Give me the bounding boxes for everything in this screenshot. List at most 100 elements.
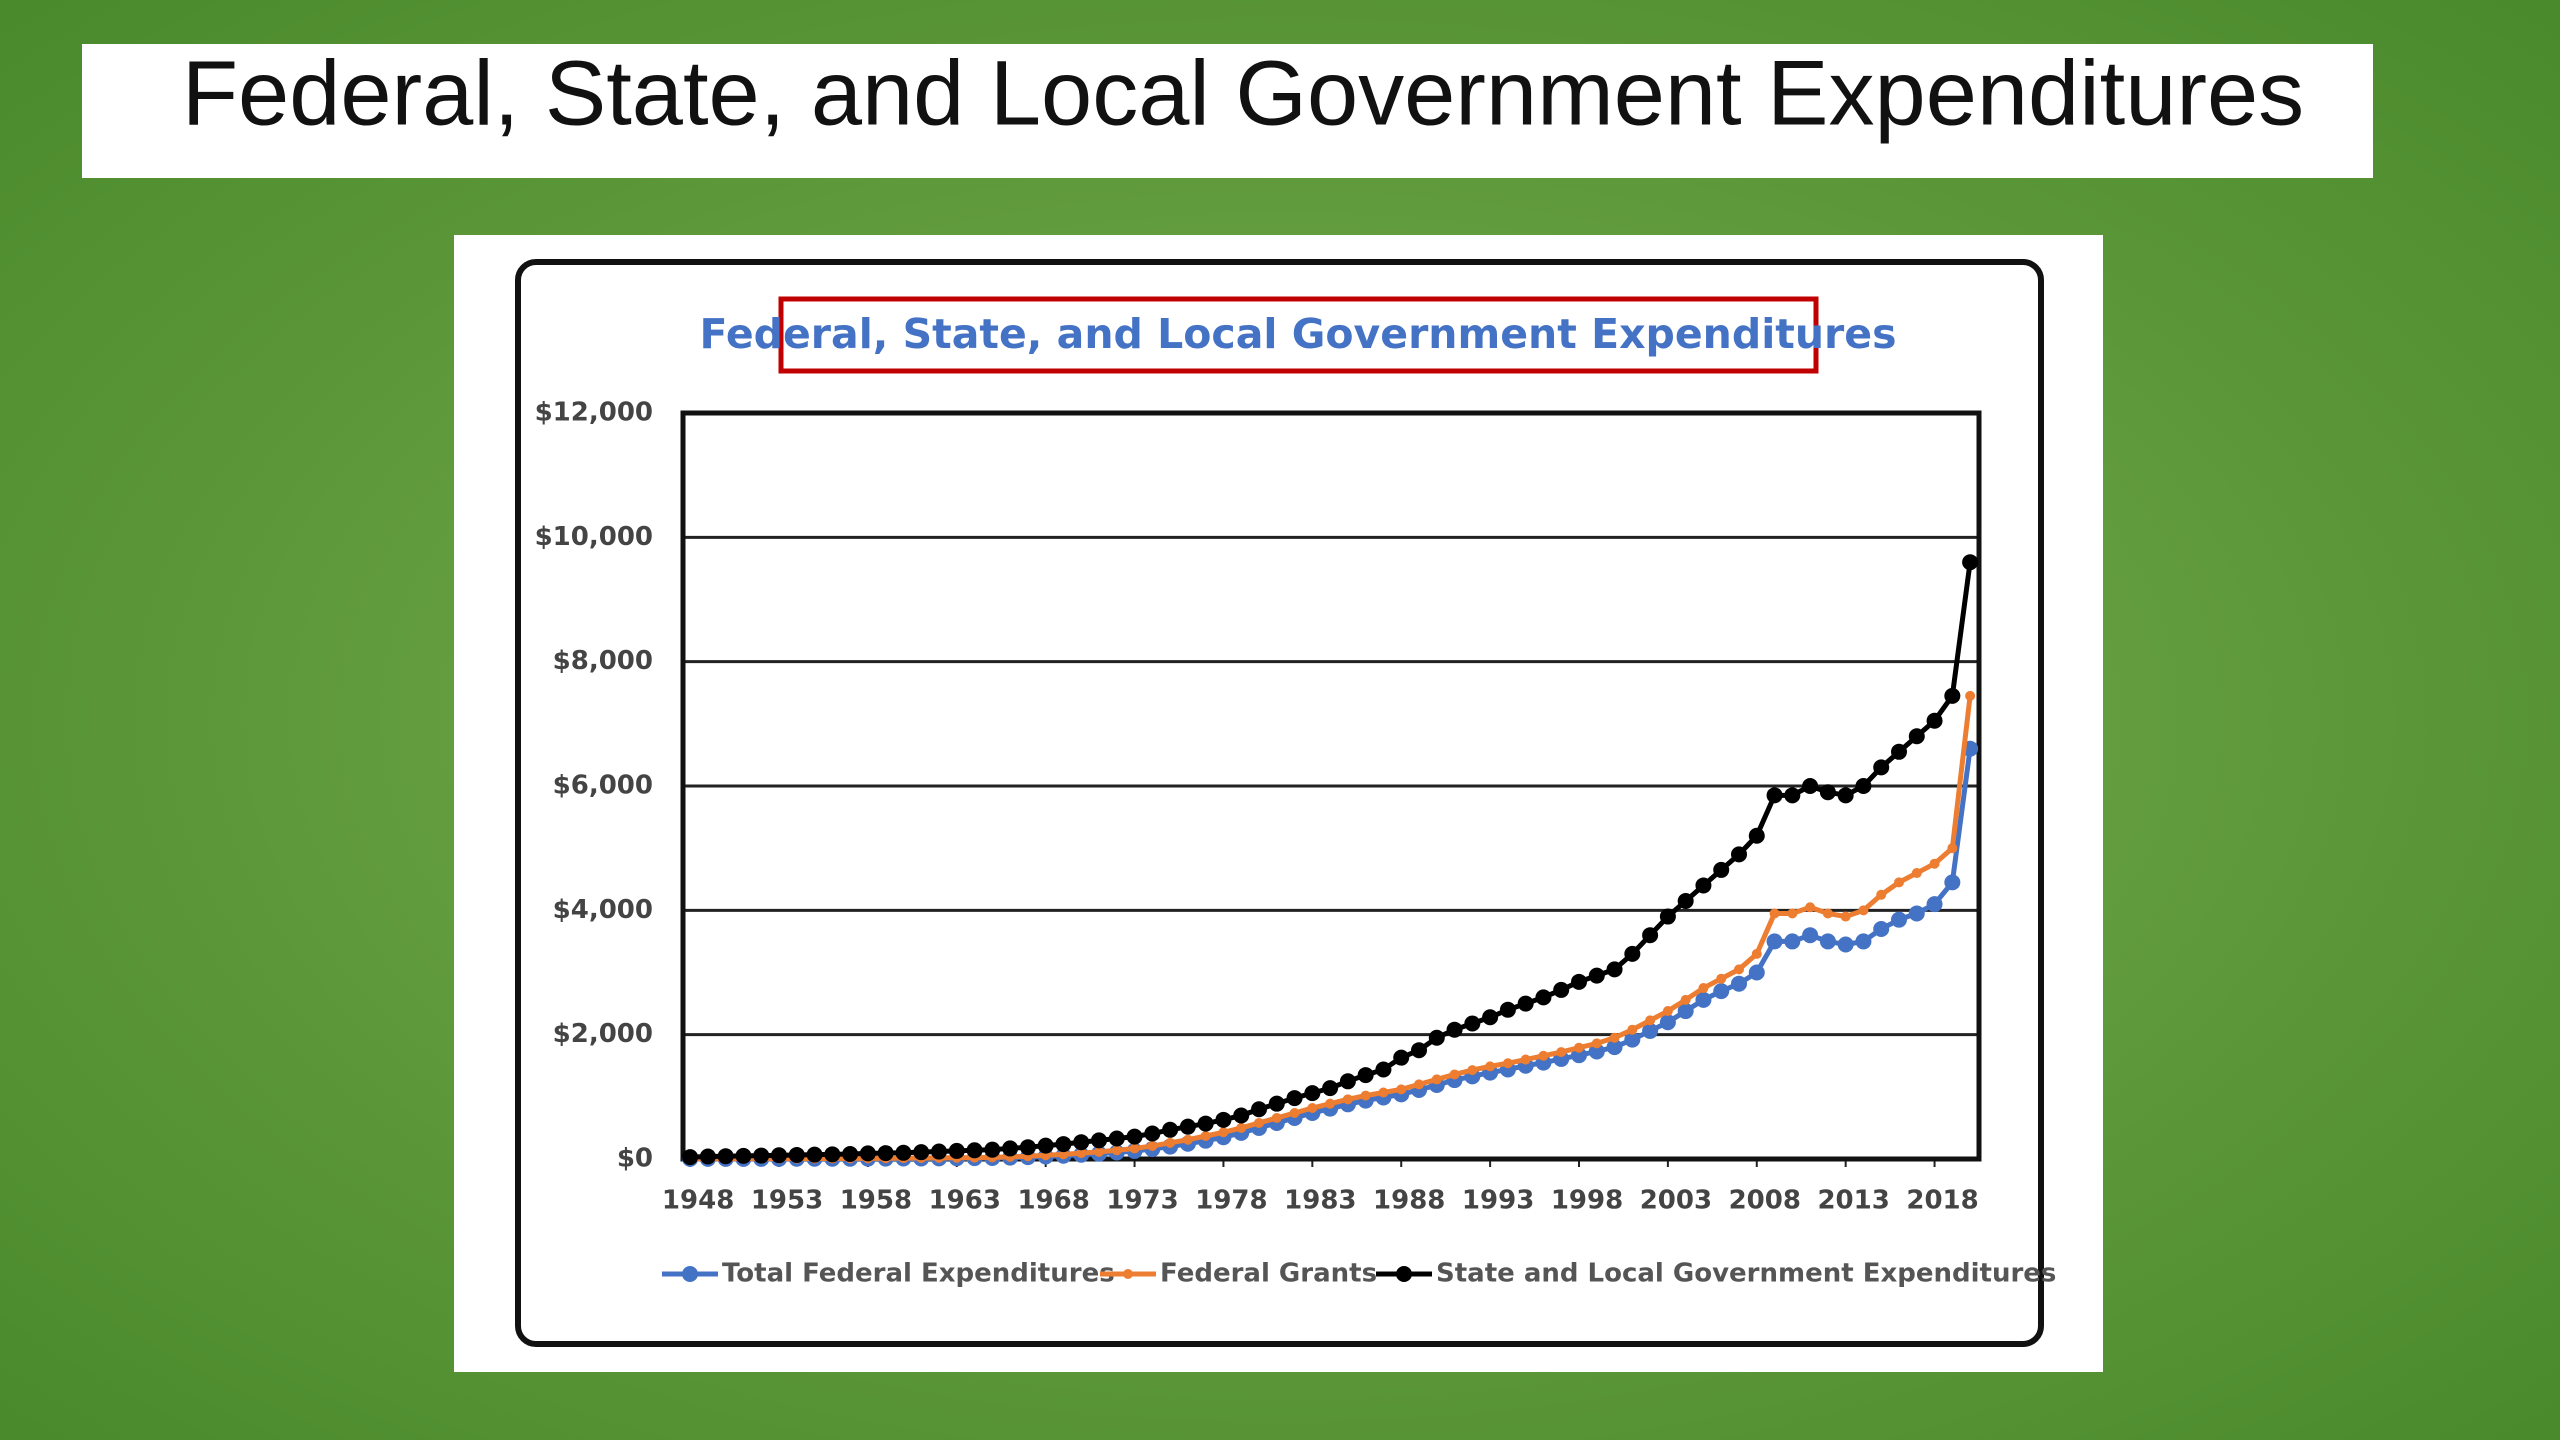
data-point <box>1695 991 1712 1008</box>
y-tick-label: $2,000 <box>553 1019 653 1049</box>
data-point <box>1357 1067 1374 1084</box>
data-point <box>1019 1139 1036 1156</box>
plot-border <box>680 410 1982 1162</box>
data-point <box>682 1149 699 1166</box>
x-tick-label: 1958 <box>840 1186 912 1216</box>
data-point <box>1197 1115 1214 1132</box>
data-point <box>1784 933 1801 950</box>
data-point <box>1858 905 1869 916</box>
data-point <box>1236 1122 1247 1133</box>
data-point <box>1698 983 1709 994</box>
data-point <box>1873 920 1890 937</box>
data-point <box>1677 893 1694 910</box>
x-tick-label: 2008 <box>1729 1186 1801 1216</box>
data-point <box>1962 554 1979 571</box>
data-point <box>1751 948 1762 959</box>
data-point <box>1375 1061 1392 1078</box>
data-point <box>1304 1085 1321 1102</box>
data-point <box>1588 1043 1605 1060</box>
data-point <box>1891 743 1907 760</box>
data-point <box>1556 1047 1567 1058</box>
data-point <box>771 1147 787 1164</box>
data-point <box>1645 1015 1656 1026</box>
data-point <box>1094 1146 1104 1157</box>
data-point <box>1073 1134 1090 1151</box>
y-tick-label: $0 <box>617 1144 653 1174</box>
y-tick-label: $8,000 <box>553 646 653 676</box>
data-point <box>1713 861 1730 878</box>
data-point <box>753 1147 770 1164</box>
legend-marker <box>1396 1266 1412 1282</box>
data-point <box>1431 1074 1442 1085</box>
data-point <box>1802 778 1819 794</box>
data-point <box>1485 1061 1496 1072</box>
data-point <box>1944 874 1961 891</box>
data-point <box>1624 1031 1641 1048</box>
data-point <box>1393 1049 1410 1066</box>
x-tick-label: 1988 <box>1373 1186 1445 1216</box>
legend-label: Total Federal Expenditures <box>722 1259 1115 1289</box>
y-tick-label: $12,000 <box>535 398 653 428</box>
data-point <box>1929 858 1940 869</box>
data-point <box>1659 1014 1676 1031</box>
data-point <box>1254 1117 1264 1128</box>
x-tick-label: 1953 <box>751 1186 823 1216</box>
data-point <box>1538 1050 1549 1061</box>
data-point <box>1179 1118 1196 1135</box>
data-point <box>913 1144 930 1161</box>
data-point <box>1731 846 1747 863</box>
data-point <box>1591 1038 1602 1049</box>
data-point <box>1659 908 1676 925</box>
data-point <box>1144 1125 1161 1142</box>
data-point <box>1520 1054 1531 1065</box>
data-point <box>1499 1001 1516 1018</box>
data-point <box>1748 827 1765 844</box>
data-point <box>1822 908 1833 919</box>
data-point <box>1926 896 1943 913</box>
x-tick-label: 1948 <box>662 1186 734 1216</box>
y-tick-label: $10,000 <box>535 522 653 552</box>
data-point <box>1819 933 1836 950</box>
data-point <box>877 1145 894 1162</box>
data-point <box>1891 911 1907 928</box>
data-point <box>1126 1128 1143 1145</box>
data-point <box>1076 1148 1087 1159</box>
data-point <box>1695 877 1712 894</box>
data-point <box>1411 1042 1427 1059</box>
data-point <box>1502 1058 1513 1069</box>
data-point <box>1642 1022 1659 1039</box>
y-tick-label: $4,000 <box>553 895 653 925</box>
data-point <box>1837 936 1854 953</box>
data-point <box>842 1146 859 1163</box>
data-point <box>1091 1132 1107 1149</box>
data-point <box>1662 1006 1673 1017</box>
data-point <box>1058 1149 1069 1160</box>
data-point <box>1873 759 1890 776</box>
data-point <box>1734 964 1744 975</box>
data-point <box>1731 975 1747 992</box>
data-point <box>1268 1095 1285 1112</box>
data-point <box>699 1148 716 1165</box>
data-point <box>1965 690 1976 701</box>
data-point <box>1271 1112 1282 1123</box>
data-point <box>1837 787 1854 804</box>
x-tick-label: 1983 <box>1284 1186 1356 1216</box>
data-point <box>1574 1042 1584 1053</box>
data-point <box>1553 981 1570 998</box>
data-point <box>1289 1107 1300 1118</box>
data-point <box>1840 911 1851 922</box>
data-point <box>1233 1107 1250 1124</box>
data-point <box>1428 1029 1445 1046</box>
chart-title-box <box>778 296 1819 374</box>
data-point <box>1449 1069 1460 1080</box>
data-point <box>1911 868 1922 879</box>
data-point <box>717 1148 734 1165</box>
data-point <box>1378 1087 1389 1098</box>
data-point <box>1218 1127 1229 1138</box>
data-point <box>859 1145 876 1162</box>
data-point <box>1467 1065 1478 1076</box>
data-point <box>824 1146 841 1163</box>
data-point <box>1805 902 1816 913</box>
chart-title: Federal, State, and Local Government Exp… <box>700 310 1897 358</box>
data-point <box>1713 983 1730 1000</box>
